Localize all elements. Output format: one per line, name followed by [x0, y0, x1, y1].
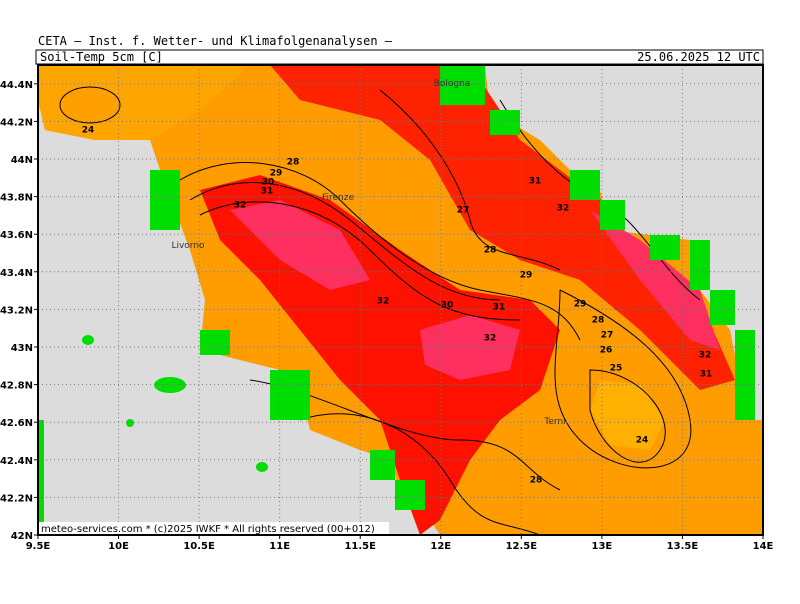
lat-tick-label: 43N — [11, 343, 33, 354]
footer-bg — [39, 522, 389, 534]
lat-tick-label: 42N — [11, 531, 33, 542]
parameter-label: Soil-Temp_5cm [C] — [40, 50, 163, 64]
contour-line — [189, 182, 501, 301]
contour-label: 26 — [600, 346, 613, 356]
contour-label: 32 — [234, 201, 247, 211]
city-label: Bologna — [434, 79, 471, 89]
lon-tick-label: 10.5E — [183, 541, 215, 552]
lon-tick-label: 11.5E — [344, 541, 376, 552]
lon-tick-label: 13.5E — [667, 541, 699, 552]
contour-label: 28 — [484, 246, 497, 256]
hottest-zone — [590, 210, 720, 350]
lat-tick-label: 43.4N — [0, 268, 33, 279]
contour-line — [554, 289, 692, 469]
lat-tick-label: 42.6N — [0, 418, 33, 429]
lon-tick-label: 12E — [430, 541, 451, 552]
hot-band-north — [270, 65, 735, 390]
lat-tick-label: 42.4N — [0, 456, 33, 467]
contour-label: 32 — [377, 297, 390, 307]
contour-label: 30 — [262, 178, 275, 188]
contour-label: 24 — [636, 436, 649, 446]
contour-label: 31 — [493, 303, 506, 313]
lat-tick-label: 43.6N — [0, 230, 33, 241]
cool-zone — [590, 380, 665, 450]
contour-label: 32 — [557, 204, 570, 214]
contour-label: 28 — [592, 316, 605, 326]
lon-tick-label: 13E — [592, 541, 613, 552]
contour-label: 28 — [287, 158, 300, 168]
footer: meteo-services.com * (c)2025 IWKF * All … — [41, 524, 375, 535]
contour-label: 31 — [529, 177, 542, 187]
lon-tick-label: 12.5E — [506, 541, 538, 552]
contour-label: 28 — [530, 476, 543, 486]
lat-tick-label: 44.2N — [0, 117, 33, 128]
hottest-zone — [230, 200, 370, 290]
contour-label: 31 — [261, 187, 274, 197]
city-label: Terni — [543, 417, 565, 427]
lat-tick-label: 42.2N — [0, 493, 33, 504]
lon-tick-label: 9.5E — [26, 541, 51, 552]
lat-tick-label: 43.2N — [0, 305, 33, 316]
contour-label: 27 — [601, 331, 614, 341]
lat-tick-label: 44.4N — [0, 80, 33, 91]
contour-label: 29 — [574, 300, 587, 310]
lat-tick-label: 44N — [11, 155, 33, 166]
contour-label: 32 — [484, 334, 497, 344]
contour-label: 29 — [520, 271, 533, 281]
institute-title: CETA — Inst. f. Wetter- und Klimafolgena… — [38, 34, 393, 48]
map-area — [38, 65, 763, 535]
contour-line — [379, 89, 561, 271]
lat-tick-label: 43.8N — [0, 193, 33, 204]
contour-line — [199, 201, 521, 321]
lon-tick-label: 10E — [108, 541, 129, 552]
contour-label: 29 — [270, 169, 283, 179]
contour-label: 32 — [699, 351, 712, 361]
contour-line — [179, 162, 581, 341]
contour-line — [59, 86, 121, 124]
masked-coast — [38, 65, 755, 535]
lon-tick-label: 14E — [753, 541, 774, 552]
city-label: Livorno — [171, 241, 205, 251]
contour-label: 31 — [700, 370, 713, 380]
contour-label: 27 — [457, 206, 470, 216]
contour-label: 25 — [610, 364, 623, 374]
lat-tick-label: 42.8N — [0, 381, 33, 392]
contour-line — [299, 413, 541, 535]
graticule: 9.5E 10E 10.5E 11E 11.5E 12E 12.5E 13E 13.5E 14E 4… — [0, 65, 774, 552]
map-frame — [37, 64, 764, 536]
contour-label: 24 — [82, 126, 95, 136]
city-label: Firenze — [322, 193, 354, 203]
lon-tick-label: 11E — [269, 541, 290, 552]
contour-label: 30 — [441, 301, 454, 311]
valid-time: 25.06.2025 12 UTC — [637, 50, 760, 64]
